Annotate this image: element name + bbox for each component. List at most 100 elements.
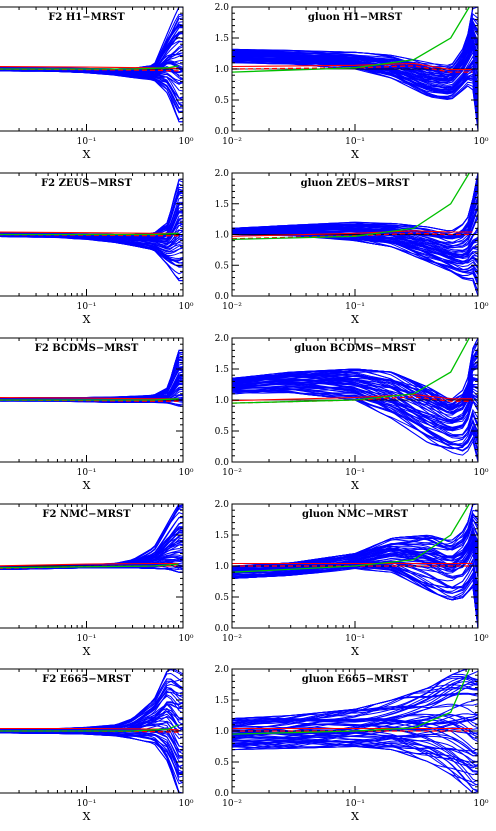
curve-line <box>0 359 183 400</box>
x-tick-label: 10⁻¹ <box>77 137 97 147</box>
chart-panel: F2 BCDMS−MRST 10⁻¹ 10⁰ X <box>0 337 194 492</box>
curve-line <box>0 356 183 400</box>
curve-line <box>232 669 478 722</box>
y-tick-label: 2.0 <box>215 334 230 344</box>
panel-title: F2 BCDMS−MRST <box>35 343 139 354</box>
curve-line <box>232 387 478 440</box>
x-tick-label: 10⁰ <box>178 302 193 312</box>
curve-line <box>0 190 183 236</box>
chart-panel: F2 E665−MRST 10⁻¹ 10⁰ X <box>0 668 194 823</box>
x-axis-label: X <box>351 645 359 658</box>
panel-title: F2 NMC−MRST <box>42 509 131 520</box>
curve-line <box>0 349 183 399</box>
curve-line <box>0 188 183 238</box>
green-curve <box>232 173 470 241</box>
chart-panel: gluon BCDMS−MRST 10⁻² 10⁻¹ 10⁰ 0.0 0.5 1.0 1.5 2… <box>215 334 489 492</box>
x-axis-label: X <box>83 645 91 658</box>
x-tick-label: 10⁻² <box>222 634 242 644</box>
chart-panel: gluon ZEUS−MRST 10⁻² 10⁻¹ 10⁰ 0.0 0.5 1.0 1.5 2.… <box>215 169 489 326</box>
x-tick-label: 10⁻¹ <box>77 302 97 312</box>
green-curve <box>232 338 470 404</box>
y-tick-label: 0.5 <box>215 758 230 768</box>
curve-line <box>232 682 478 727</box>
plot-area <box>0 178 183 282</box>
x-tick-label: 10⁻² <box>222 799 242 809</box>
y-tick-label: 2.0 <box>215 665 230 675</box>
curve-line <box>232 683 478 727</box>
y-tick-label: 1.5 <box>215 200 230 210</box>
curve-line <box>232 738 478 782</box>
green-curve <box>232 669 470 735</box>
plot-area <box>232 504 478 628</box>
chart-panel: gluon H1−MRST 10⁻² 10⁻¹ 10⁰ 0.0 0.5 1.0 1.5 2.0 X <box>215 3 489 161</box>
y-tick-label: 1.0 <box>215 562 230 572</box>
curve-line <box>0 352 183 399</box>
green-curve <box>232 7 470 73</box>
curve-line <box>232 504 478 569</box>
curve-line <box>0 359 183 399</box>
x-tick-label: 10⁻¹ <box>345 634 365 644</box>
x-tick-label: 10⁰ <box>473 634 488 644</box>
red-solid-curve <box>0 562 179 567</box>
curve-line <box>0 202 183 236</box>
x-axis-label: X <box>351 313 359 326</box>
x-tick-label: 10⁻¹ <box>77 799 97 809</box>
curve-line <box>0 731 183 768</box>
x-axis-label: X <box>83 479 91 492</box>
x-tick-label: 10⁰ <box>178 634 193 644</box>
curve-line <box>232 58 478 91</box>
curve-line <box>0 730 183 774</box>
curve-line <box>0 186 183 238</box>
y-tick-label: 1.0 <box>215 396 230 406</box>
curve-line <box>0 353 183 400</box>
y-tick-label: 1.0 <box>215 727 230 737</box>
x-tick-label: 10⁰ <box>473 799 488 809</box>
y-tick-label: 0.0 <box>215 458 230 468</box>
red-solid-curve <box>232 62 473 71</box>
curve-line <box>232 677 478 725</box>
y-tick-label: 0.0 <box>215 789 230 799</box>
y-tick-label: 0.0 <box>215 292 230 302</box>
curve-line <box>232 391 478 462</box>
curve-line <box>0 358 183 400</box>
curve-line <box>232 367 478 410</box>
curve-line <box>232 385 478 443</box>
red-solid-curve <box>232 230 473 237</box>
curve-line <box>0 359 183 399</box>
curve-line <box>0 731 183 778</box>
curve-line <box>232 338 478 400</box>
green-curve <box>0 563 179 569</box>
curve-line <box>232 742 478 793</box>
green-curve <box>232 504 470 573</box>
y-tick-label: 1.5 <box>215 365 230 375</box>
curve-line <box>232 350 478 410</box>
y-tick-label: 2.0 <box>215 500 230 510</box>
curve-line <box>0 724 183 759</box>
green-curve <box>0 65 179 70</box>
plot-area <box>0 349 183 407</box>
y-tick-label: 0.0 <box>215 127 230 137</box>
y-tick-label: 0.5 <box>215 427 230 437</box>
curve-line <box>0 349 183 399</box>
panel-title: F2 E665−MRST <box>42 674 131 685</box>
x-tick-label: 10⁰ <box>178 799 193 809</box>
y-tick-label: 1.5 <box>215 34 230 44</box>
y-tick-label: 0.5 <box>215 593 230 603</box>
panel-title: gluon E665−MRST <box>302 674 409 685</box>
curve-line <box>232 381 478 432</box>
x-tick-label: 10⁻¹ <box>345 799 365 809</box>
y-tick-label: 1.5 <box>215 696 230 706</box>
y-tick-label: 1.0 <box>215 231 230 241</box>
green-curve <box>0 398 179 401</box>
curve-line <box>0 731 183 769</box>
curve-line <box>232 178 478 232</box>
curve-line <box>0 190 183 239</box>
y-tick-label: 2.0 <box>215 3 230 13</box>
curve-line <box>0 193 183 237</box>
curve-line <box>232 378 478 414</box>
plot-area <box>0 504 183 573</box>
curve-line <box>0 356 183 400</box>
curve-line <box>0 235 183 262</box>
plot-area <box>0 7 183 123</box>
